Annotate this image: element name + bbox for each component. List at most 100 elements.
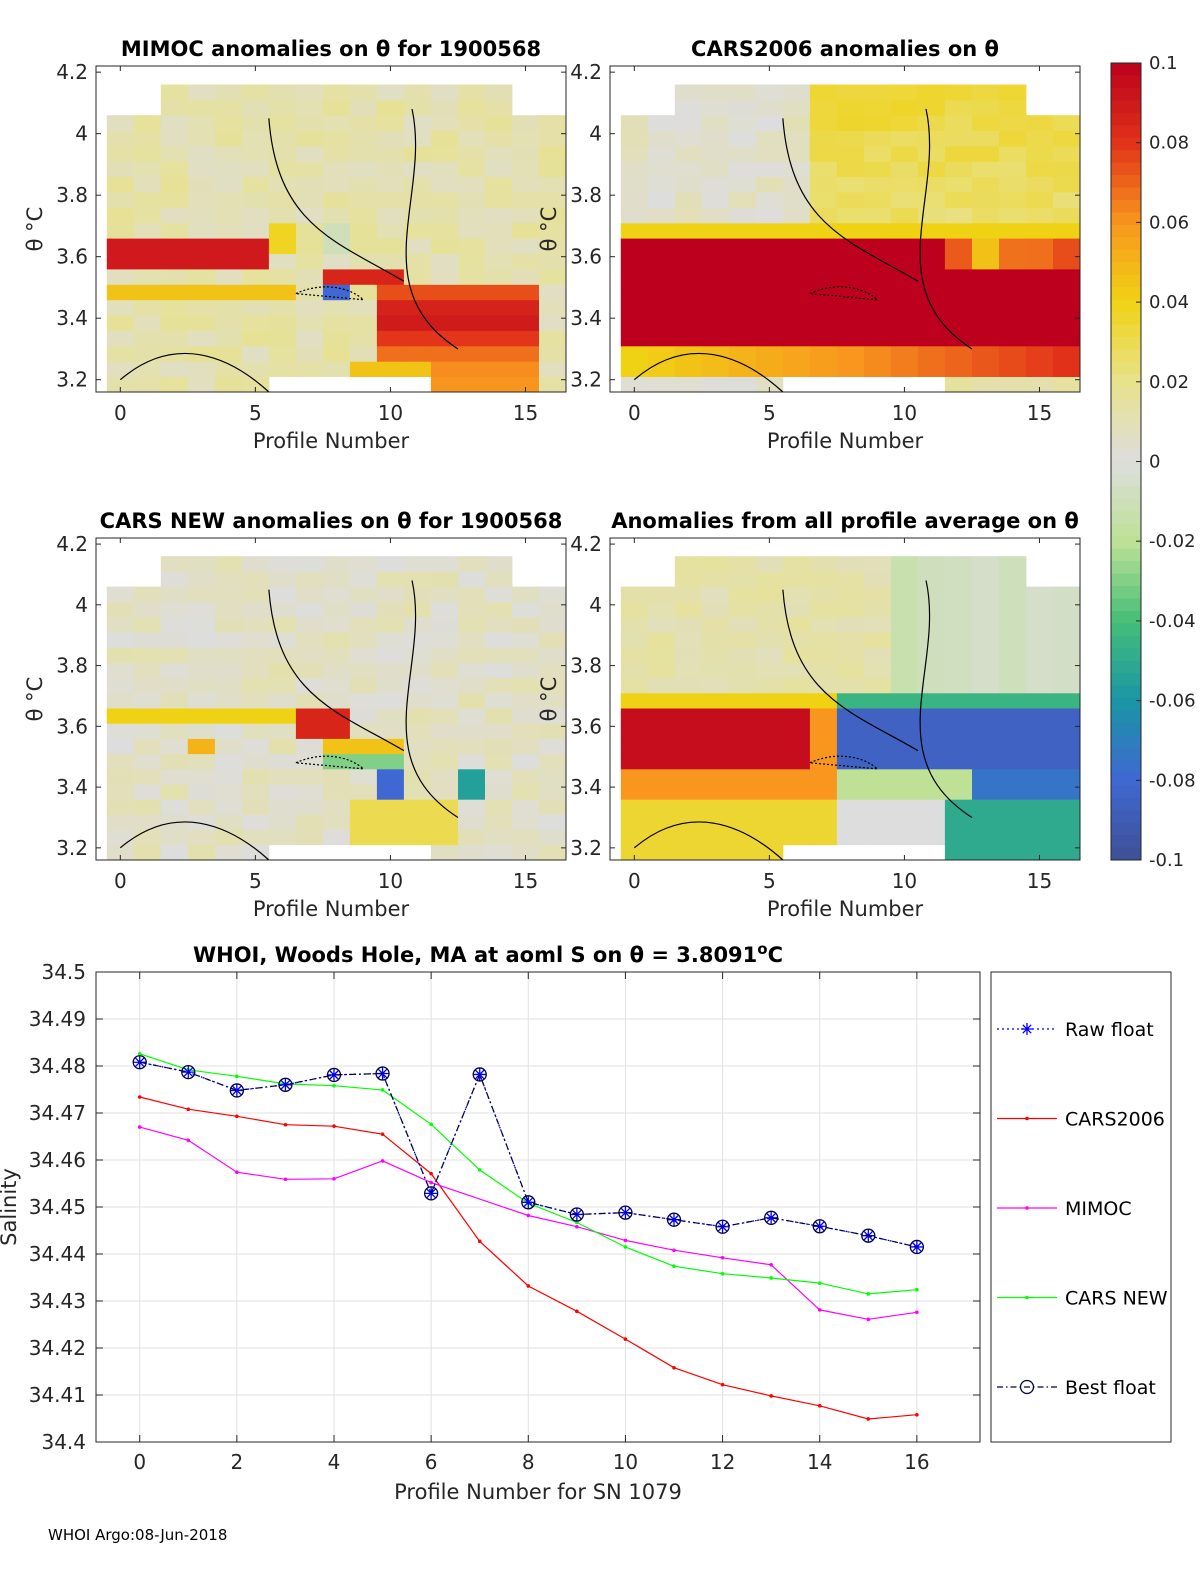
heatmap-cell bbox=[160, 601, 189, 618]
heatmap-cell bbox=[430, 692, 459, 709]
heatmap-cell bbox=[512, 376, 540, 393]
heatmap-cell bbox=[241, 315, 270, 331]
heatmap-cell bbox=[512, 601, 540, 618]
heatmap-cell bbox=[755, 844, 784, 861]
heatmap-cell bbox=[268, 723, 297, 739]
heatmap-cell bbox=[539, 176, 567, 193]
heatmap-cell bbox=[674, 586, 703, 603]
heatmap-cell bbox=[430, 192, 459, 208]
heatmap-cell bbox=[241, 844, 270, 861]
colorbar-swatch bbox=[1111, 175, 1141, 189]
heatmap-cell bbox=[512, 662, 540, 679]
heatmap-cell bbox=[836, 677, 865, 694]
chart-title: MIMOC anomalies on θ for 1900568 bbox=[121, 37, 541, 61]
heatmap-cell bbox=[836, 269, 865, 285]
heatmap-cell bbox=[295, 269, 324, 285]
heatmap-cell bbox=[836, 723, 865, 739]
heatmap-cell bbox=[1053, 738, 1081, 755]
heatmap-cell bbox=[890, 146, 919, 162]
heatmap-cell bbox=[241, 829, 270, 846]
heatmap-cell bbox=[214, 723, 243, 739]
heatmap-cell bbox=[1053, 586, 1081, 603]
heatmap-cell bbox=[106, 330, 135, 347]
heatmap-cell bbox=[430, 222, 459, 239]
data-point bbox=[720, 1255, 725, 1260]
data-point bbox=[569, 1207, 585, 1222]
heatmap-cell bbox=[836, 829, 865, 846]
heatmap-cell bbox=[620, 161, 649, 178]
heatmap-cell bbox=[674, 662, 703, 679]
heatmap-cell bbox=[999, 799, 1027, 815]
heatmap-cell bbox=[214, 647, 243, 663]
heatmap-cell bbox=[1053, 130, 1081, 147]
heatmap-cell bbox=[728, 176, 757, 193]
heatmap-cell bbox=[701, 376, 730, 393]
heatmap-cell bbox=[458, 222, 486, 239]
data-point bbox=[765, 1211, 778, 1224]
heatmap-cell bbox=[106, 222, 135, 239]
heatmap-cell bbox=[647, 222, 676, 239]
heatmap-cell bbox=[944, 253, 973, 270]
heatmap-cell bbox=[728, 84, 757, 101]
colorbar-swatch bbox=[1111, 623, 1141, 637]
heatmap-cell bbox=[133, 677, 162, 694]
y-tick-label: 3.2 bbox=[570, 836, 602, 860]
y-tick-label: 4.2 bbox=[570, 60, 602, 84]
heatmap-cell bbox=[430, 556, 459, 572]
heatmap-cell bbox=[972, 253, 1000, 270]
heatmap-cell bbox=[133, 708, 162, 724]
heatmap-cell bbox=[458, 799, 486, 815]
heatmap-cell bbox=[214, 299, 243, 316]
heatmap-cell bbox=[701, 115, 730, 131]
colorbar-swatch bbox=[1111, 336, 1141, 350]
heatmap-cell bbox=[999, 284, 1027, 301]
data-point bbox=[472, 1067, 487, 1082]
heatmap-cell bbox=[809, 315, 838, 331]
heatmap-cell bbox=[620, 723, 649, 739]
heatmap-cell bbox=[187, 799, 216, 815]
heatmap-cell bbox=[917, 601, 946, 618]
heatmap-cell bbox=[836, 571, 865, 587]
heatmap-cell bbox=[944, 768, 973, 785]
data-point bbox=[909, 1239, 925, 1255]
heatmap-cell bbox=[485, 99, 513, 116]
heatmap-cell bbox=[512, 844, 540, 861]
heatmap-cell bbox=[890, 192, 919, 208]
heatmap-cell bbox=[539, 130, 567, 147]
heatmap-cell bbox=[376, 192, 405, 208]
heatmap-cell bbox=[890, 161, 919, 178]
heatmap-cell bbox=[133, 222, 162, 239]
heatmap-cell bbox=[890, 662, 919, 679]
heatmap-cell bbox=[944, 647, 973, 663]
heatmap-cell bbox=[890, 723, 919, 739]
heatmap-cell bbox=[187, 284, 216, 301]
colorbar-swatch bbox=[1111, 660, 1141, 674]
heatmap-cell bbox=[458, 376, 486, 393]
heatmap-cell bbox=[674, 723, 703, 739]
heatmap-cell bbox=[809, 345, 838, 362]
heatmap-cell bbox=[701, 84, 730, 101]
heatmap-cell bbox=[890, 284, 919, 301]
heatmap-cell bbox=[917, 253, 946, 270]
heatmap-cell bbox=[430, 829, 459, 846]
heatmap-cell bbox=[701, 829, 730, 846]
heatmap-cell bbox=[187, 130, 216, 147]
heatmap-cell bbox=[133, 330, 162, 347]
heatmap-cell bbox=[782, 115, 811, 131]
heatmap-cell bbox=[755, 814, 784, 830]
heatmap-cell bbox=[485, 146, 513, 162]
heatmap-cell bbox=[539, 647, 567, 663]
colorbar-tick-label: -0.1 bbox=[1149, 850, 1184, 871]
heatmap-cell bbox=[376, 784, 405, 800]
data-point bbox=[229, 1083, 245, 1098]
heatmap-cell bbox=[241, 723, 270, 739]
heatmap-cell bbox=[755, 617, 784, 633]
colorbar-swatch bbox=[1111, 586, 1141, 599]
series-best-float bbox=[132, 1055, 925, 1255]
heatmap-cell bbox=[539, 844, 567, 861]
heatmap-cell bbox=[322, 556, 351, 572]
heatmap-cell bbox=[376, 284, 405, 301]
contour-line bbox=[782, 118, 919, 282]
footer-label: WHOI Argo:08-Jun-2018 bbox=[48, 1526, 228, 1544]
heatmap-cell bbox=[133, 130, 162, 147]
